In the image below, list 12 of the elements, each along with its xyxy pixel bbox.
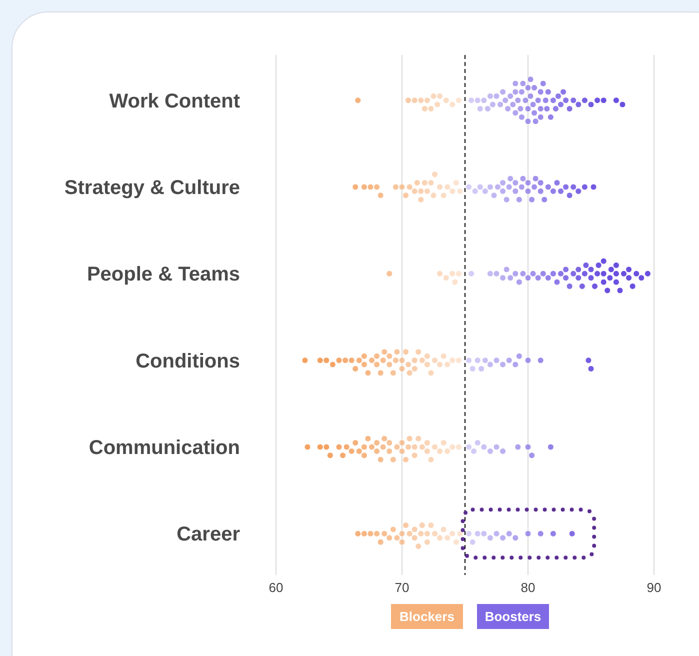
x-tick-label: 90: [646, 580, 662, 595]
y-tick-label: Career: [176, 524, 240, 546]
x-tick-label: 80: [520, 580, 536, 595]
x-tick-label: 70: [394, 580, 410, 595]
y-tick-label: Conditions: [136, 350, 240, 372]
y-tick-label: Strategy & Culture: [64, 177, 240, 199]
y-tick-label: People & Teams: [86, 264, 240, 286]
text: Boosters: [484, 609, 542, 624]
text: Blockers: [400, 609, 454, 624]
y-tick-label: Work Content: [109, 90, 240, 112]
y-tick-label: Communication: [88, 437, 240, 459]
x-tick-label: 60: [268, 580, 284, 595]
